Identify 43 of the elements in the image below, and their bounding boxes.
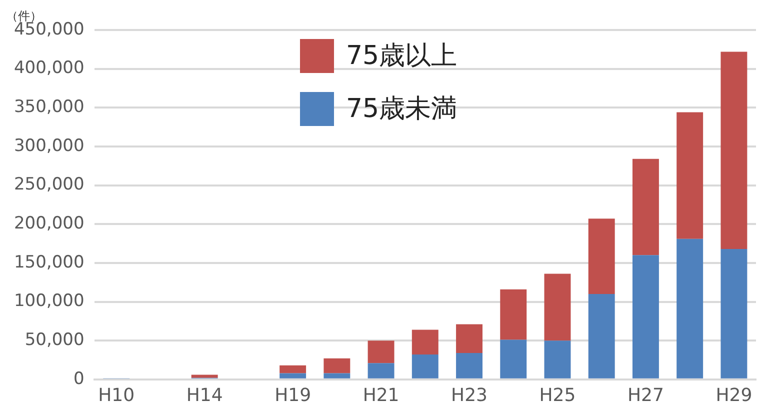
bar — [632, 255, 659, 378]
y-tick-label: 400,000 — [14, 58, 84, 78]
x-tick-label: H19 — [274, 384, 312, 406]
bar — [676, 112, 704, 239]
y-tick-label: 200,000 — [14, 214, 84, 234]
bar — [588, 294, 615, 378]
x-tick-label: H23 — [451, 384, 488, 406]
y-tick-label: 100,000 — [14, 291, 84, 312]
y-tick-label: 250,000 — [14, 174, 84, 195]
bar — [412, 354, 438, 378]
bar — [368, 340, 394, 364]
bar — [632, 158, 659, 256]
y-tick-label: 300,000 — [14, 136, 84, 156]
bar — [588, 218, 615, 294]
y-tick-label: 0 — [73, 368, 84, 389]
y-tick-label: 350,000 — [14, 97, 84, 118]
x-tick-label: H29 — [716, 384, 752, 406]
bar — [191, 374, 218, 378]
y-tick-label: 50,000 — [24, 330, 84, 350]
bar — [324, 358, 350, 374]
x-tick-label: H14 — [186, 384, 223, 406]
x-tick-label: H21 — [362, 384, 400, 406]
bar — [500, 340, 527, 378]
bar — [544, 340, 571, 378]
legend-label: 75歳以上 — [346, 40, 458, 73]
x-tick-label: H10 — [98, 384, 135, 406]
legend-label: 75歳未満 — [346, 93, 458, 126]
bar — [456, 324, 482, 353]
y-tick-label: 150,000 — [14, 252, 84, 272]
bar — [280, 365, 306, 374]
y-axis-title: （件） — [6, 8, 42, 23]
bar — [280, 373, 306, 378]
x-tick-label: H25 — [539, 384, 576, 406]
bar — [720, 52, 748, 249]
x-tick-label: H27 — [627, 384, 664, 406]
bar — [720, 248, 748, 378]
bar — [412, 330, 438, 355]
bar — [500, 289, 527, 340]
bar — [456, 353, 482, 378]
bar — [544, 274, 571, 341]
bar — [324, 373, 350, 378]
bar — [676, 238, 704, 378]
bar — [368, 363, 394, 378]
